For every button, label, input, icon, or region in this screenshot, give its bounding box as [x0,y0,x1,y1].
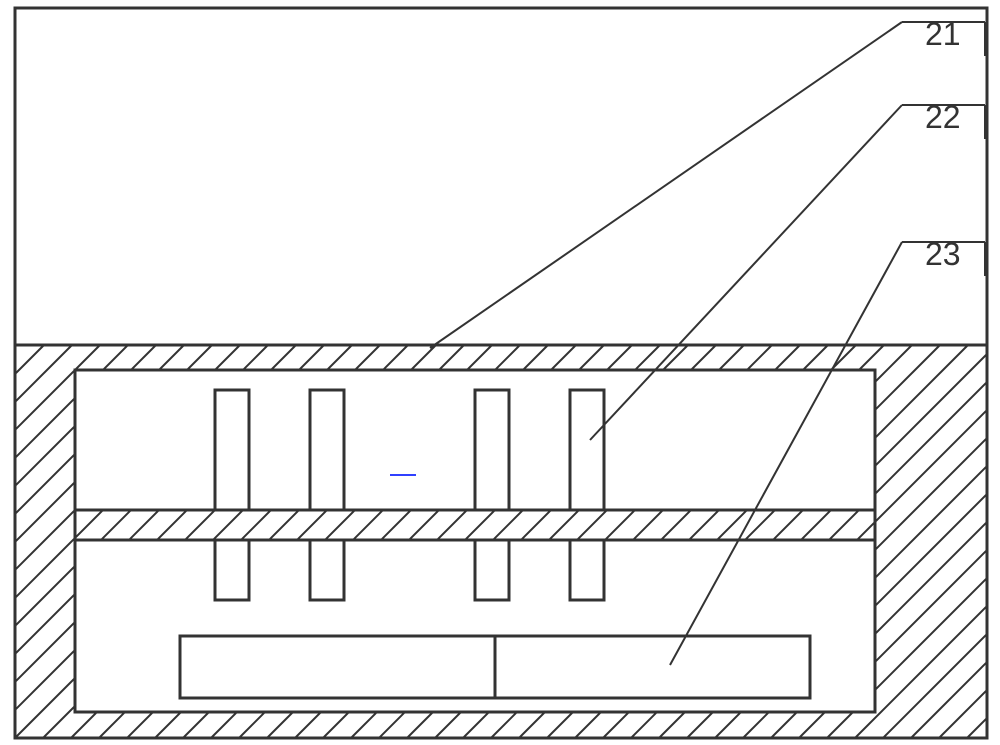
label-l23: 23 [925,236,961,272]
canvas-bg [0,0,1000,745]
label-l22: 22 [925,99,961,135]
label-l21: 21 [925,16,961,52]
